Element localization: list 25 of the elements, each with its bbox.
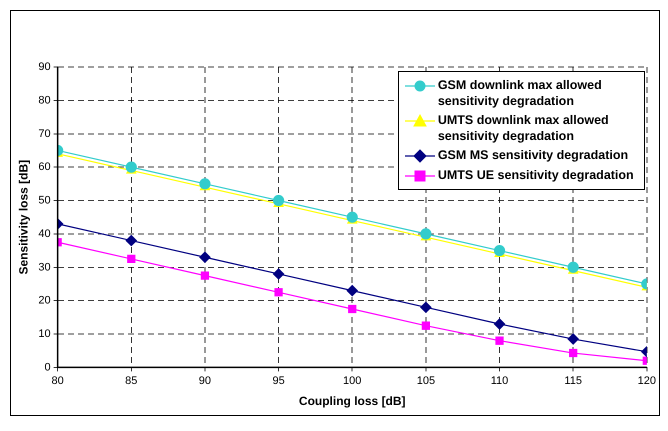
- legend-label: UMTS UE sensitivity degradation: [438, 167, 634, 183]
- x-tick-label: 105: [416, 375, 436, 388]
- x-tick-label: 80: [52, 375, 64, 388]
- y-tick-label: 30: [38, 261, 51, 274]
- y-tick-label: 80: [38, 94, 51, 106]
- y-tick-label: 90: [38, 61, 51, 74]
- y-tick-label: 70: [38, 128, 51, 140]
- legend-label: GSM downlink max allowed sensitivity degradation: [438, 77, 603, 109]
- x-tick-label: 90: [198, 375, 212, 388]
- y-tick-label: 50: [38, 194, 51, 207]
- y-tick-label: 60: [38, 161, 51, 174]
- x-tick-label: 95: [272, 375, 285, 388]
- y-axis-title: Sensitivity loss [dB]: [16, 160, 31, 275]
- x-tick-label: 85: [125, 375, 138, 388]
- y-tick-label: 0: [44, 361, 51, 374]
- y-tick-label: 40: [38, 228, 51, 240]
- legend-label: UMTS downlink max allowed sensitivity degradation: [438, 112, 610, 144]
- x-tick-label: 110: [490, 375, 508, 388]
- x-tick-label: 115: [564, 375, 582, 388]
- x-tick-label: 120: [638, 375, 656, 388]
- legend-label: GSM MS sensitivity degradation: [438, 147, 628, 163]
- x-tick-label: 100: [343, 375, 362, 388]
- y-tick-label: 20: [38, 294, 51, 307]
- x-axis-title: Coupling loss [dB]: [298, 394, 406, 408]
- y-tick-label: 10: [38, 328, 51, 340]
